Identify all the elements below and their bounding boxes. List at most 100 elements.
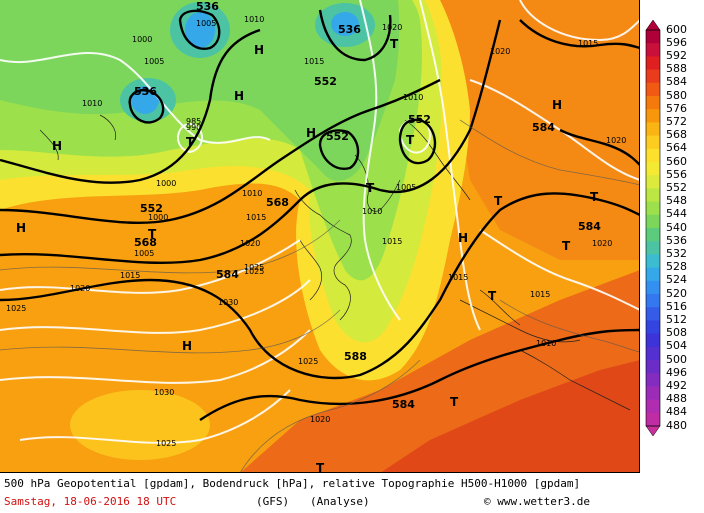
- pressure-label: 1030: [154, 388, 174, 397]
- high-marker: H: [552, 98, 562, 112]
- legend-swatch: [646, 360, 660, 374]
- low-marker: T: [450, 395, 459, 409]
- legend-arrow-up: [645, 19, 661, 31]
- color-legend: 600 596 592 588 584 580 576 572 568 564 560 556 552 5…: [640, 0, 704, 473]
- pressure-label: 1005: [144, 57, 164, 66]
- legend-value: 552: [666, 180, 687, 194]
- pressure-label: 1010: [82, 99, 102, 108]
- legend-swatch: [646, 280, 660, 295]
- pressure-label: 1015: [382, 237, 402, 246]
- contour-label: 552: [314, 75, 337, 88]
- contour-labels: 536 536 536 552 552 552 552 568 568 584 …: [134, 0, 601, 411]
- contour-label: 584: [392, 398, 415, 411]
- isobars: [0, 119, 639, 472]
- legend-swatch: [646, 267, 660, 282]
- legend-swatch: [646, 135, 660, 150]
- high-marker: H: [254, 43, 264, 57]
- legend-value: 516: [666, 299, 687, 313]
- pressure-label: 1010: [536, 339, 556, 348]
- legend-swatch: [646, 214, 660, 229]
- pressure-label: 1020: [310, 415, 330, 424]
- yellow-pocket-southwest: [70, 390, 210, 460]
- legend-swatch: [646, 294, 660, 308]
- contour-label: 552: [140, 202, 163, 215]
- legend-swatch: [646, 148, 660, 163]
- contour-label: 584: [216, 268, 239, 281]
- pressure-label: 1025: [244, 263, 264, 272]
- legend-arrow-down: [645, 425, 661, 437]
- relative-topography-lines: [0, 0, 639, 444]
- legend-value: 480: [666, 418, 687, 432]
- contour-label: 568: [266, 196, 289, 209]
- pressure-label: 1010: [403, 93, 423, 102]
- legend-swatch: [646, 109, 660, 123]
- legend-bar: [645, 19, 661, 437]
- contour-label: 568: [134, 236, 157, 249]
- map-footer: 500 hPa Geopotential [gpdam], Bodendruck…: [0, 473, 704, 513]
- contour-label: 584: [532, 121, 555, 134]
- legend-value: 576: [666, 101, 687, 115]
- legend-value: 584: [666, 75, 687, 89]
- legend-value: 536: [666, 233, 687, 247]
- legend-swatch: [646, 201, 660, 216]
- legend-swatch: [646, 333, 660, 348]
- pressure-label: 1020: [592, 239, 612, 248]
- high-marker: H: [306, 126, 316, 140]
- legend-swatch: [646, 82, 660, 97]
- legend-swatch: [646, 412, 660, 427]
- pressure-markers: H H H H H H H H T T T T T T T T T T T: [16, 37, 599, 473]
- legend-value: 596: [666, 35, 687, 49]
- legend-swatch: [646, 346, 660, 361]
- run-type: (Analyse): [310, 495, 370, 508]
- legend-swatch: [646, 175, 660, 189]
- legend-value: 504: [666, 339, 687, 353]
- legend-value: 528: [666, 260, 687, 274]
- coastlines: [39, 114, 631, 411]
- legend-value: 548: [666, 194, 687, 208]
- pressure-label: 1010: [242, 189, 262, 198]
- hot-area-southeast: [381, 360, 639, 472]
- pressure-label: 1000: [148, 213, 168, 222]
- legend-swatch: [646, 30, 660, 44]
- copyright-link[interactable]: © www.wetter3.de: [484, 495, 590, 508]
- low-marker: T: [316, 461, 325, 473]
- legend-value: 568: [666, 128, 687, 142]
- legend-swatch: [646, 162, 660, 176]
- legend-swatch: [646, 188, 660, 203]
- contour-label: 552: [408, 113, 431, 126]
- low-marker: T: [562, 239, 571, 253]
- contour-label: 536: [134, 85, 157, 98]
- legend-swatch: [646, 373, 660, 387]
- pressure-label: 1030: [218, 298, 238, 307]
- legend-swatch: [646, 320, 660, 335]
- warm-area-east: [440, 0, 639, 260]
- legend-outline: [645, 29, 661, 427]
- legend-swatch: [646, 254, 660, 269]
- pressure-label: 1010: [244, 15, 264, 24]
- high-marker: H: [52, 139, 62, 153]
- pressure-label: 1020: [70, 284, 90, 293]
- pressure-label: 1025: [156, 439, 176, 448]
- legend-swatch: [646, 399, 660, 414]
- low-marker: T: [590, 190, 599, 204]
- contour-label: 536: [196, 0, 219, 13]
- legend-value: 564: [666, 141, 687, 155]
- model-name: (GFS): [256, 495, 290, 508]
- high-marker: H: [16, 221, 26, 235]
- pressure-label: 1015: [120, 271, 140, 280]
- contour-label: 552: [326, 130, 349, 143]
- legend-swatch: [646, 43, 660, 57]
- green-deep: [0, 0, 400, 181]
- pressure-label: 1005: [396, 183, 416, 192]
- map-date: Samstag, 18-06-2016 18 UTC: [4, 495, 177, 508]
- pressure-labels: 1005 1010 1000 1005 1010 1015 1020 985 9…: [6, 15, 626, 448]
- legend-swatch: [646, 122, 660, 137]
- legend-value: 508: [666, 326, 687, 340]
- legend-value: 600: [666, 22, 687, 36]
- low-marker: T: [366, 181, 375, 195]
- pressure-label: 1010: [362, 207, 382, 216]
- legend-value: 560: [666, 154, 687, 168]
- pressure-label: 1025: [244, 267, 264, 276]
- legend-value: 540: [666, 220, 687, 234]
- legend-swatch: [646, 386, 660, 401]
